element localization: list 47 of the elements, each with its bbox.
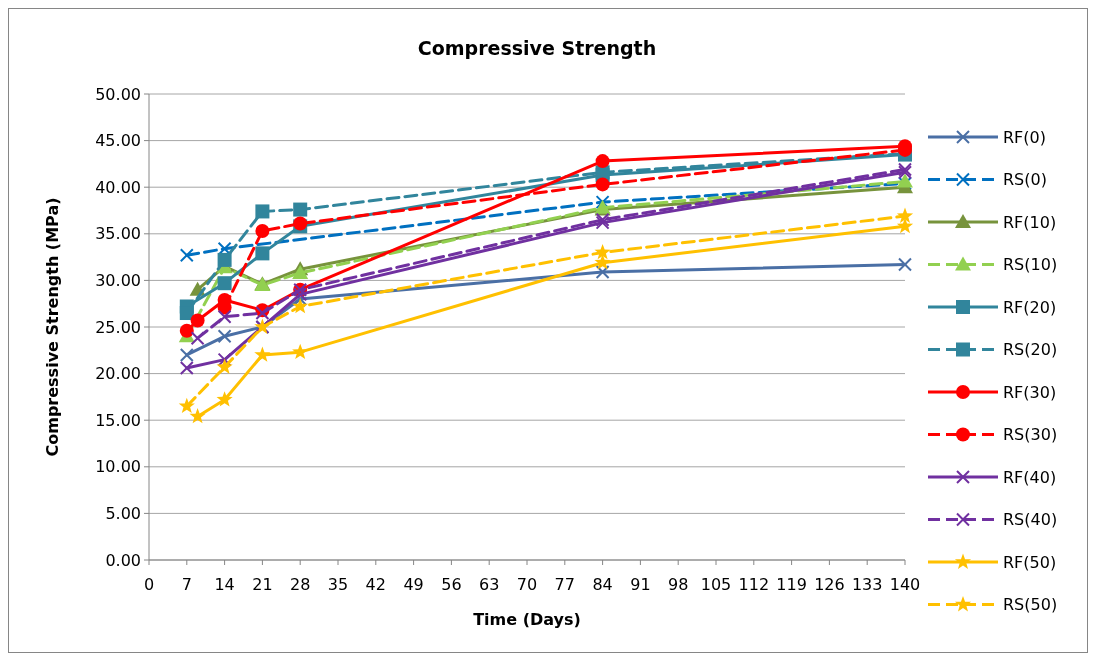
legend-label: RF(30) bbox=[1003, 382, 1057, 402]
x-tick-label: 56 bbox=[441, 575, 462, 594]
y-tick-label: 30.00 bbox=[95, 271, 141, 290]
legend-label: RF(20) bbox=[1003, 297, 1057, 317]
x-axis-title: Time (Days) bbox=[473, 610, 581, 629]
y-tick-label: 10.00 bbox=[95, 457, 141, 477]
legend-label: RS(0) bbox=[1003, 170, 1047, 190]
legend-label: RS(10) bbox=[1003, 255, 1058, 275]
y-tick-label: 15.00 bbox=[95, 410, 141, 430]
legend-label: RS(20) bbox=[1003, 340, 1058, 360]
y-tick-label: 45.00 bbox=[95, 131, 141, 151]
x-tick-label: 119 bbox=[776, 575, 807, 594]
legend-label: RF(40) bbox=[1003, 467, 1057, 487]
x-tick-label: 70 bbox=[516, 575, 538, 594]
x-tick-label: 0 bbox=[143, 575, 155, 594]
x-tick-label: 112 bbox=[738, 575, 770, 594]
y-axis-title: Compressive Strength (MPa) bbox=[43, 197, 62, 457]
x-tick-label: 21 bbox=[252, 575, 273, 594]
legend-label: RS(30) bbox=[1003, 425, 1058, 445]
y-tick-label: 50.00 bbox=[95, 84, 141, 104]
legend-label: RS(50) bbox=[1003, 595, 1058, 615]
x-tick-label: 28 bbox=[290, 575, 311, 594]
x-tick-label: 63 bbox=[479, 575, 500, 594]
x-tick-label: 84 bbox=[592, 575, 613, 594]
y-tick-label: 5.00 bbox=[105, 504, 141, 523]
chart-title: Compressive Strength bbox=[417, 37, 657, 59]
y-tick-label: 25.00 bbox=[95, 317, 141, 337]
x-tick-label: 35 bbox=[327, 575, 349, 594]
x-tick-label: 140 bbox=[889, 575, 921, 594]
x-tick-label: 49 bbox=[403, 575, 424, 594]
x-tick-label: 42 bbox=[365, 575, 386, 594]
x-tick-label: 14 bbox=[214, 575, 235, 594]
x-tick-label: 98 bbox=[668, 575, 689, 594]
y-tick-label: 40.00 bbox=[95, 177, 141, 197]
y-tick-label: 0.00 bbox=[105, 550, 141, 570]
y-tick-label: 35.00 bbox=[95, 224, 141, 244]
legend-label: RF(0) bbox=[1003, 127, 1046, 147]
x-tick-label: 7 bbox=[181, 575, 192, 594]
x-tick-label: 91 bbox=[630, 575, 651, 594]
legend-label: RS(40) bbox=[1003, 510, 1058, 530]
x-tick-label: 133 bbox=[851, 575, 883, 594]
legend-label: RF(50) bbox=[1003, 552, 1057, 572]
legend-label: RF(10) bbox=[1003, 212, 1057, 232]
x-tick-label: 126 bbox=[814, 575, 845, 594]
x-tick-label: 77 bbox=[554, 575, 575, 594]
y-tick-label: 20.00 bbox=[95, 364, 141, 384]
x-tick-label: 105 bbox=[700, 575, 732, 594]
